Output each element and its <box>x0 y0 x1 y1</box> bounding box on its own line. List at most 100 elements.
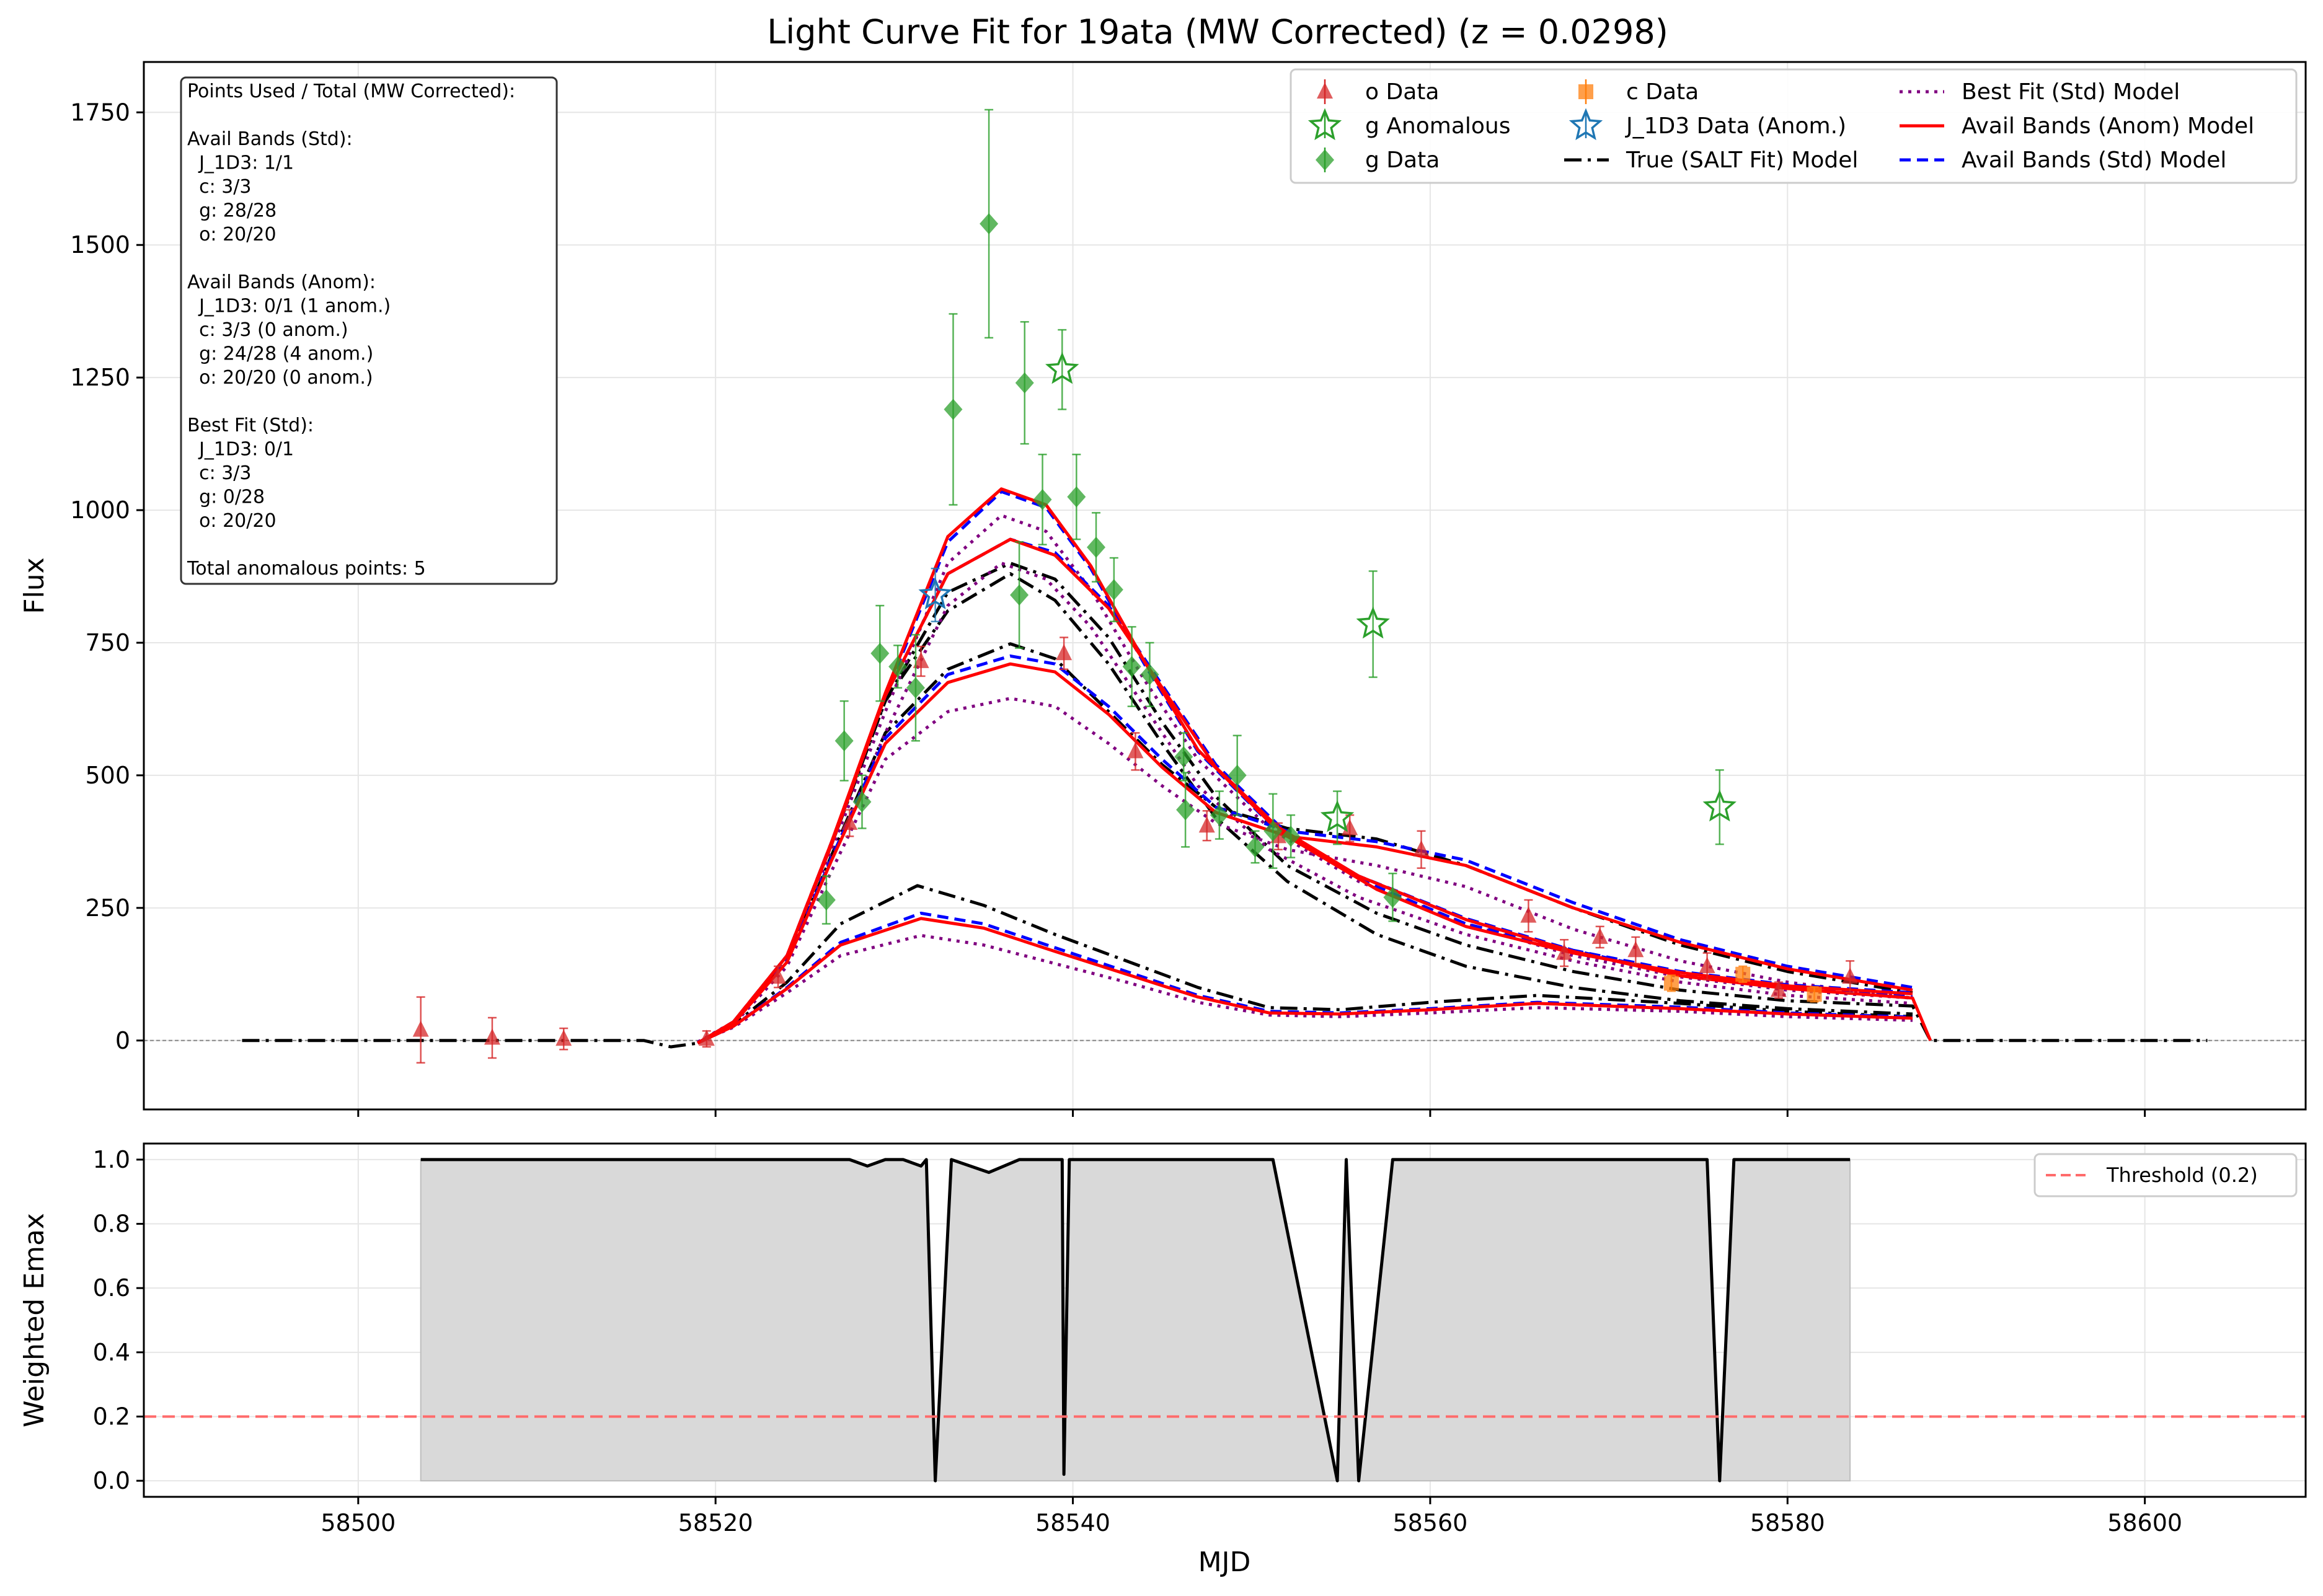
x-tick-label: 58580 <box>1750 1509 1825 1536</box>
data-point <box>1198 816 1215 833</box>
data-point <box>1015 372 1034 394</box>
data-point <box>906 677 925 699</box>
info-box-line: Points Used / Total (MW Corrected): <box>187 81 515 102</box>
data-point <box>1122 656 1141 677</box>
legend-marker <box>1317 82 1333 99</box>
data-point <box>888 656 908 677</box>
legend-marker <box>1569 108 1603 141</box>
info-box-line: g: 24/28 (4 anom.) <box>187 343 373 365</box>
chart-title: Light Curve Fit for 19ata (MW Corrected)… <box>767 12 1668 51</box>
model-curve <box>697 933 1913 1044</box>
data-point <box>870 643 890 664</box>
x-tick-label: 58560 <box>1392 1509 1467 1536</box>
top-y-tick-label: 1000 <box>70 496 130 524</box>
info-box-line: o: 20/20 <box>187 510 277 532</box>
data-point <box>852 791 872 813</box>
emax-line <box>420 1158 1851 1483</box>
data-point <box>1033 488 1052 510</box>
model-curve <box>697 537 1913 1045</box>
data-point <box>1342 819 1358 835</box>
legend-label: J_1D3 Data (Anom.) <box>1625 113 1846 139</box>
info-box-line <box>187 248 193 270</box>
data-point <box>1263 820 1283 842</box>
data-point <box>1663 976 1679 991</box>
top-legend-items: o Data g Anomalous g Data c Data J_1D3 Data … <box>1308 79 2254 173</box>
legend-marker <box>1308 108 1342 141</box>
data-point <box>816 889 836 910</box>
bottom-y-tick-label: 0.6 <box>93 1274 130 1302</box>
top-plot-frame <box>143 61 2307 1111</box>
top-y-tick-label: 1250 <box>70 364 130 391</box>
data-point <box>1627 941 1644 958</box>
x-tick-label: 58540 <box>1035 1509 1110 1536</box>
bottom-axis-ticks: 58500 58520 58540 58560 58580 58600 0.0 0.2 0.4 0… <box>93 1146 2183 1536</box>
bottom-plot-frame <box>143 1142 2307 1498</box>
data-point <box>1176 799 1195 821</box>
info-box-line: J_1D3: 0/1 (1 anom.) <box>187 296 391 317</box>
data-point <box>1246 836 1265 858</box>
emax-panel: 58500 58520 58540 58560 58580 58600 0.0 0.2 0.4 0… <box>19 1142 2307 1578</box>
data-point <box>1735 966 1751 982</box>
data-point <box>918 577 952 610</box>
top-y-tick-label: 750 <box>85 629 130 656</box>
info-box: Points Used / Total (MW Corrected): Avai… <box>180 76 558 585</box>
top-legend-frame <box>1290 68 2298 184</box>
data-point <box>1174 746 1193 767</box>
info-box-line: g: 28/28 <box>187 200 277 222</box>
data-point <box>1320 800 1355 832</box>
legend-label: Avail Bands (Anom) Model <box>1962 113 2254 139</box>
data-points <box>412 108 1859 1064</box>
legend-marker <box>1316 149 1334 170</box>
top-y-tick-label: 500 <box>85 762 130 789</box>
model-curve <box>697 917 1913 1045</box>
data-point <box>834 730 854 752</box>
light-curve-panel: 0 250 500 750 1000 1250 1500 1750 Flux Points U… <box>19 61 2307 1117</box>
data-point <box>1556 943 1573 960</box>
data-point <box>698 1029 715 1046</box>
data-point <box>555 1029 572 1046</box>
top-y-tick-label: 1750 <box>70 99 130 126</box>
top-legend: o Data g Anomalous g Data c Data J_1D3 Data … <box>1290 68 2298 184</box>
data-point <box>770 968 787 984</box>
data-point <box>1010 584 1029 606</box>
data-point <box>1140 664 1159 686</box>
data-point <box>1056 644 1073 661</box>
data-point <box>484 1028 500 1045</box>
data-point <box>913 651 929 668</box>
data-point <box>1356 606 1390 639</box>
data-point <box>1702 789 1737 822</box>
emax-series <box>144 1158 2306 1483</box>
bottom-y-axis-label: Weighted Emax <box>19 1213 50 1427</box>
data-point <box>1281 826 1301 847</box>
info-box-line <box>187 105 193 126</box>
data-point <box>1591 927 1608 944</box>
info-box-frame <box>180 76 558 585</box>
data-point <box>1383 886 1402 908</box>
info-box-line <box>187 534 193 556</box>
data-point <box>1067 486 1086 508</box>
data-point <box>1842 968 1859 984</box>
legend-marker <box>1578 84 1593 99</box>
emax-fill <box>420 1158 1851 1482</box>
bottom-y-tick-label: 1.0 <box>93 1146 130 1173</box>
data-point <box>1104 579 1123 601</box>
data-point <box>944 399 963 420</box>
legend-label: Avail Bands (Std) Model <box>1962 148 2226 173</box>
data-point <box>1087 536 1106 558</box>
info-box-line: J_1D3: 1/1 <box>187 152 294 174</box>
data-point <box>1228 764 1247 786</box>
top-y-tick-label: 1500 <box>70 231 130 258</box>
info-box-line: Total anomalous points: 5 <box>187 558 426 580</box>
legend-label: o Data <box>1365 79 1439 105</box>
data-point <box>412 1020 429 1037</box>
x-axis-label: MJD <box>1198 1546 1251 1578</box>
bottom-y-tick-label: 0.0 <box>93 1467 130 1494</box>
top-y-axis-label: Flux <box>19 557 50 614</box>
x-tick-label: 58520 <box>678 1509 753 1536</box>
info-box-line: J_1D3: 0/1 <box>187 439 294 461</box>
info-box-line: g: 0/28 <box>187 487 265 508</box>
model-curve <box>697 572 1913 1045</box>
data-point <box>980 213 999 234</box>
data-point <box>1807 987 1822 1002</box>
